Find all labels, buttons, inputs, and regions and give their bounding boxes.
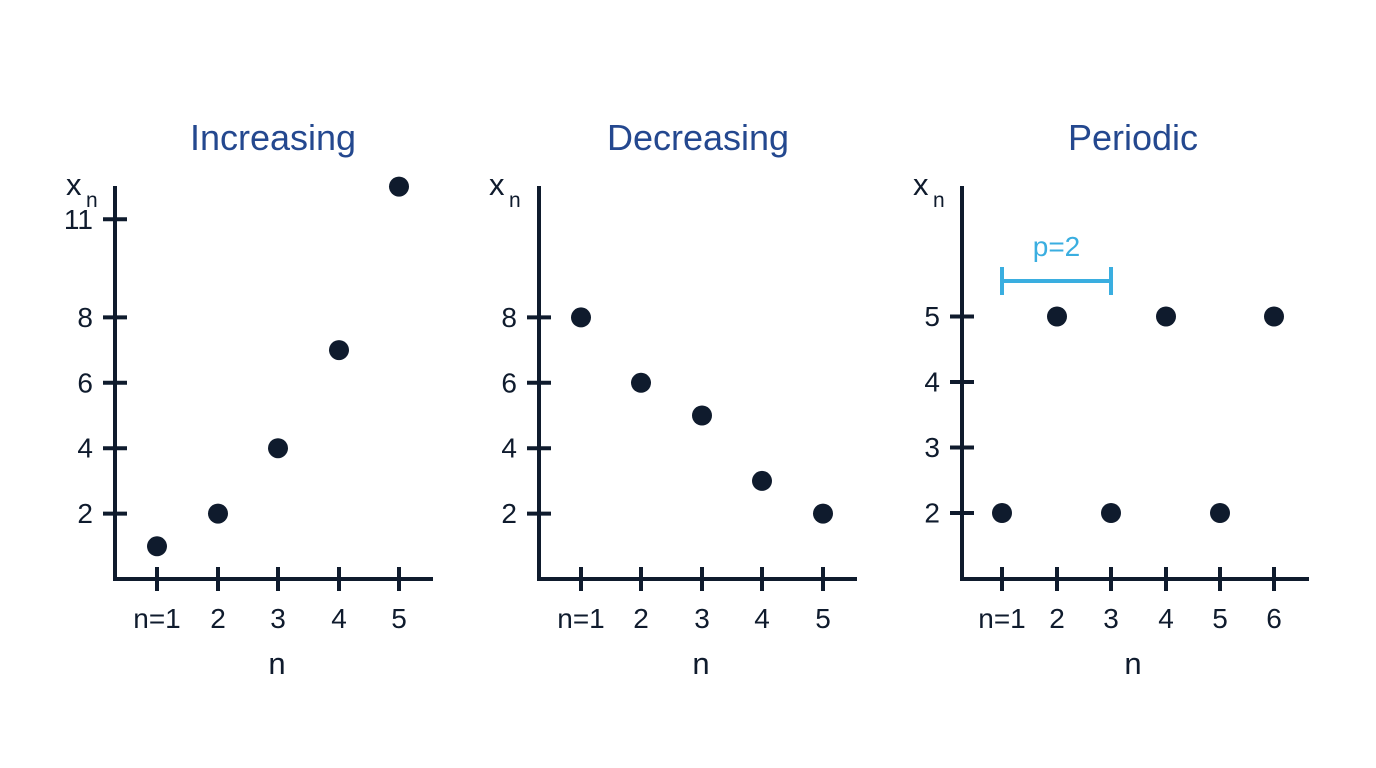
x-tick: 5 (1212, 567, 1228, 634)
data-point (813, 503, 833, 524)
y-tick: 6 (501, 367, 551, 398)
y-tick: 5 (924, 301, 974, 332)
chart-periodic: Periodic x n 2 3 4 5 n=1 2 (913, 117, 1309, 681)
y-axis-label: x n (913, 167, 945, 212)
x-tick-label: n=1 (557, 603, 605, 634)
y-tick-label: 8 (501, 302, 517, 333)
chart-increasing: Increasing x n 2 4 6 8 11 n=1 (64, 117, 433, 681)
x-axis-label: n (268, 646, 285, 681)
data-point (992, 503, 1012, 523)
y-axis-label-base: x (913, 167, 929, 202)
y-tick-label: 4 (77, 433, 93, 464)
chart-decreasing: Decreasing x n 2 4 6 8 n=1 2 (489, 117, 857, 681)
data-point (1156, 306, 1176, 327)
y-tick: 11 (64, 204, 127, 235)
x-tick-label: 2 (1049, 603, 1065, 634)
y-tick-label: 2 (924, 498, 940, 529)
x-tick: 3 (270, 567, 286, 634)
y-tick-label: 6 (501, 367, 517, 398)
data-point (692, 405, 712, 426)
x-tick-label: 3 (1103, 603, 1119, 634)
data-point (1101, 503, 1121, 523)
chart-title: Decreasing (607, 117, 789, 158)
x-tick: 6 (1266, 567, 1282, 634)
y-axis-label-subscript: n (933, 189, 945, 212)
y-tick: 4 (501, 433, 551, 464)
data-point (1264, 306, 1284, 327)
period-annotation: p=2 (1000, 231, 1113, 295)
y-tick: 4 (77, 433, 127, 464)
y-tick-label: 11 (64, 204, 93, 235)
data-point (268, 438, 288, 459)
data-point (147, 536, 167, 557)
data-point (208, 503, 228, 524)
x-tick-label: 6 (1266, 603, 1282, 634)
x-tick: 2 (1049, 567, 1065, 634)
x-tick-label: 3 (694, 603, 710, 634)
y-axis-label: x n (66, 167, 98, 212)
x-tick-label: n=1 (978, 603, 1026, 634)
x-tick-label: 4 (1158, 603, 1174, 634)
y-tick: 8 (501, 302, 551, 333)
x-axis-label: n (1124, 646, 1141, 681)
data-point (389, 176, 409, 197)
y-tick: 2 (501, 498, 551, 529)
y-tick-label: 5 (924, 301, 940, 332)
data-point (631, 372, 651, 393)
chart-title: Periodic (1068, 117, 1198, 158)
data-point (329, 340, 349, 361)
x-tick: n=1 (557, 567, 605, 634)
data-point (1210, 503, 1230, 523)
y-axis-label-subscript: n (86, 189, 98, 212)
x-axis-label: n (692, 646, 709, 681)
data-point (752, 470, 772, 491)
x-tick: 5 (391, 567, 407, 634)
data-point (571, 307, 591, 328)
y-tick-label: 2 (501, 498, 517, 529)
x-tick-label: 4 (754, 603, 770, 634)
y-tick-label: 8 (77, 302, 93, 333)
x-tick-label: 2 (210, 603, 226, 634)
x-tick: 4 (754, 567, 770, 634)
x-tick: 3 (1103, 567, 1119, 634)
x-tick-label: 5 (1212, 603, 1228, 634)
x-tick: 2 (210, 567, 226, 634)
x-tick: 2 (633, 567, 649, 634)
y-axis-label-base: x (66, 167, 82, 202)
y-tick: 4 (924, 367, 974, 398)
y-tick: 2 (924, 498, 974, 529)
y-axis-label: x n (489, 167, 521, 212)
x-tick-label: 2 (633, 603, 649, 634)
data-point (1047, 306, 1067, 327)
x-tick: 3 (694, 567, 710, 634)
x-tick: 5 (815, 567, 831, 634)
y-tick-label: 2 (77, 498, 93, 529)
y-tick: 2 (77, 498, 127, 529)
y-tick-label: 3 (924, 432, 940, 463)
x-tick: 4 (331, 567, 347, 634)
y-tick-label: 4 (924, 367, 940, 398)
y-tick: 3 (924, 432, 974, 463)
y-tick-label: 6 (77, 367, 93, 398)
period-annotation-label: p=2 (1033, 231, 1081, 262)
x-tick-label: 4 (331, 603, 347, 634)
x-tick-label: n=1 (133, 603, 181, 634)
y-axis-label-base: x (489, 167, 505, 202)
x-tick-label: 5 (815, 603, 831, 634)
x-tick: 4 (1158, 567, 1174, 634)
chart-title: Increasing (190, 117, 356, 158)
x-tick-label: 3 (270, 603, 286, 634)
y-tick: 8 (77, 302, 127, 333)
y-tick: 6 (77, 367, 127, 398)
x-tick: n=1 (978, 567, 1026, 634)
x-tick-label: 5 (391, 603, 407, 634)
y-axis-label-subscript: n (509, 189, 521, 212)
y-tick-label: 4 (501, 433, 517, 464)
x-tick: n=1 (133, 567, 181, 634)
